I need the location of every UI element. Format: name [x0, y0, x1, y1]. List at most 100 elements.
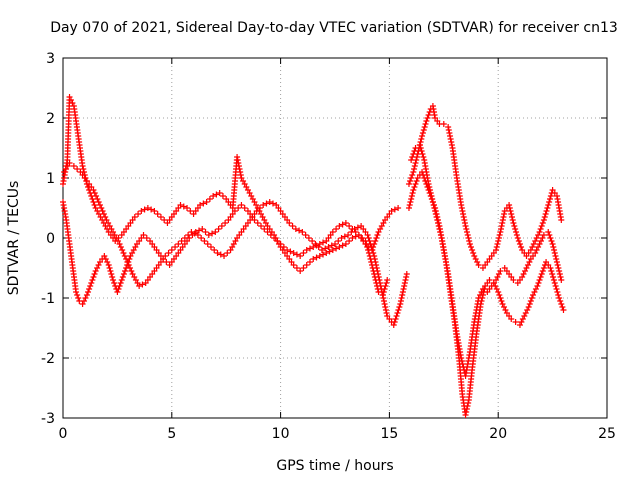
data-point-interp: [219, 193, 226, 199]
data-point-interp: [341, 233, 348, 240]
data-point-interp: [339, 242, 346, 249]
data-point-interp: [191, 230, 198, 237]
data-point-interp: [433, 211, 440, 217]
data-point-interp: [533, 247, 540, 253]
data-point-interp: [513, 232, 520, 238]
data-point: [523, 265, 530, 271]
data-point-interp: [495, 238, 502, 244]
data-point: [377, 283, 384, 289]
data-point-interp: [498, 223, 505, 229]
data-point: [299, 229, 306, 235]
grid: [63, 58, 607, 418]
data-point-interp: [224, 250, 231, 256]
data-point: [475, 262, 482, 268]
data-point-interp: [236, 166, 243, 172]
data-point-interp: [409, 154, 416, 160]
data-point: [79, 301, 86, 307]
data-point-interp: [148, 206, 155, 213]
data-point-interp: [117, 244, 124, 250]
data-point-interp: [122, 268, 129, 274]
data-point: [351, 226, 358, 232]
data-point: [144, 205, 151, 211]
data-point-interp: [289, 223, 296, 229]
data-point-interp: [254, 220, 261, 226]
data-point-interp: [539, 268, 546, 274]
data-point: [258, 223, 265, 229]
data-point: [462, 412, 469, 418]
data-point-interp: [508, 211, 515, 217]
data-point: [551, 280, 558, 286]
data-point-interp: [256, 205, 263, 211]
data-point-interp: [371, 256, 378, 262]
data-point: [486, 277, 493, 283]
data-point-interp: [125, 262, 132, 268]
data-point-interp: [118, 277, 125, 283]
data-point-interp: [375, 274, 382, 280]
data-point-interp: [461, 220, 468, 226]
data-point-interp: [391, 206, 398, 213]
data-point-interp: [494, 241, 501, 247]
data-point-interp: [366, 238, 373, 244]
data-point-interp: [215, 226, 222, 232]
data-point: [325, 244, 332, 250]
data-point-interp: [542, 211, 549, 217]
data-point-interp: [104, 259, 111, 265]
data-points: [60, 94, 567, 418]
data-point: [521, 313, 528, 319]
data-point-interp: [333, 226, 340, 232]
data-point: [471, 253, 478, 259]
data-point-interp: [432, 208, 439, 214]
data-point: [181, 235, 188, 241]
data-point-interp: [81, 298, 88, 304]
data-point-interp: [472, 256, 479, 262]
data-point: [342, 220, 349, 226]
data-point-interp: [501, 211, 508, 217]
data-point-interp: [119, 247, 126, 253]
data-point-interp: [466, 238, 473, 244]
data-point: [303, 262, 310, 268]
data-point-interp: [300, 265, 307, 271]
data-point-interp: [460, 211, 467, 217]
data-point-interp: [527, 298, 534, 304]
data-point-interp: [448, 139, 455, 145]
data-point-interp: [540, 265, 547, 271]
data-point-interp: [373, 235, 380, 241]
data-point-interp: [401, 280, 408, 286]
data-point-interp: [408, 196, 415, 202]
data-point-interp: [383, 280, 390, 286]
x-tick-label: 10: [272, 426, 290, 442]
data-point: [92, 268, 99, 274]
data-point-interp: [395, 307, 402, 313]
data-point: [384, 277, 391, 283]
data-point: [96, 202, 103, 208]
data-point-interp: [518, 244, 525, 250]
data-point-interp: [459, 361, 466, 367]
data-point-interp: [424, 115, 431, 121]
data-point-interp: [519, 316, 526, 322]
data-point: [120, 271, 127, 277]
data-point: [536, 241, 543, 247]
data-point: [556, 295, 563, 301]
data-point-interp: [460, 214, 467, 220]
data-point: [329, 229, 336, 235]
data-point-interp: [536, 277, 543, 283]
data-point-interp: [465, 400, 472, 406]
data-point: [388, 208, 395, 214]
data-point-interp: [465, 235, 472, 241]
data-point-interp: [379, 292, 386, 298]
data-point: [512, 319, 519, 325]
data-point-interp: [544, 205, 551, 211]
data-point: [297, 268, 304, 274]
y-tick-label: 0: [46, 231, 55, 247]
data-point-interp: [474, 259, 481, 265]
data-point: [323, 250, 330, 256]
data-point: [364, 232, 371, 238]
data-point-interp: [507, 208, 514, 214]
data-point: [110, 277, 117, 283]
data-point-interp: [518, 319, 525, 325]
data-point: [423, 118, 430, 124]
data-point-interp: [397, 298, 404, 304]
data-point-interp: [333, 245, 340, 252]
data-point: [140, 232, 147, 238]
